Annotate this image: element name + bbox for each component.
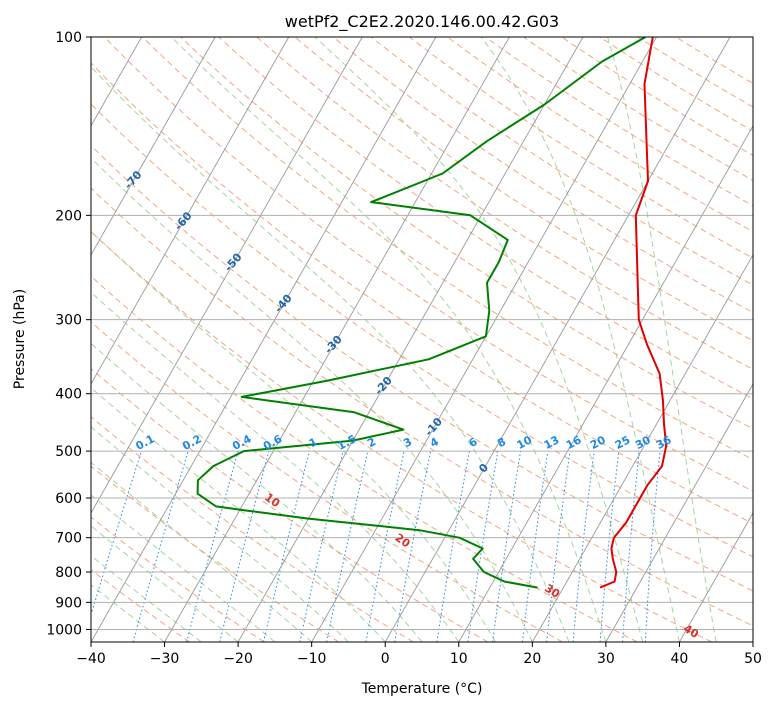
mixing-ratio-lines (91, 450, 661, 642)
y-tick-label: 1000 (46, 622, 82, 638)
isotherm (679, 512, 753, 642)
temperature-line (599, 37, 668, 589)
mixing-ratio-label: 16 (564, 433, 584, 452)
dry-adiabat (91, 231, 713, 642)
data-series (196, 37, 668, 589)
moist-adiabat (171, 37, 607, 642)
x-tick-label: −40 (76, 651, 106, 667)
mixing-ratio-label: 25 (613, 433, 633, 452)
moist-adiabat (607, 37, 717, 642)
pressure-gridlines (91, 37, 753, 630)
x-tick-label: −20 (223, 651, 253, 667)
y-axis-label: Pressure (hPa) (12, 289, 28, 389)
mixing-ratio-line (365, 451, 405, 642)
mixing-ratio-label: 30 (633, 433, 653, 452)
mixing-ratio-line (263, 450, 310, 642)
mixing-ratio-line (572, 451, 595, 642)
dry-adiabat (370, 37, 753, 286)
isotherm (164, 37, 510, 642)
x-tick-label: 30 (597, 651, 615, 667)
mixing-ratio-line (492, 451, 522, 642)
y-tick-label: 200 (55, 208, 82, 224)
mixing-ratio-line (186, 450, 239, 642)
dry-adiabat (332, 37, 753, 314)
mixing-ratio-label: 36 (654, 433, 674, 452)
x-tick-label: 0 (381, 651, 390, 667)
mixing-ratio-line (326, 450, 369, 642)
isotherms (91, 37, 753, 642)
y-tick-label: 500 (55, 444, 82, 460)
moist-adiabats (91, 37, 717, 642)
plot-frame (90, 36, 754, 643)
moist-adiabat (91, 230, 497, 642)
mixing-ratio-label: 10 (515, 433, 535, 452)
y-tick-label: 300 (55, 313, 82, 329)
y-axis-ticks: 100 200 300 400 500 600 700 800 900 1000 (46, 30, 91, 638)
y-tick-label: 900 (55, 595, 82, 611)
plot-area: -100-90-80-70-60-50-40-30-20-1000.10.20.… (91, 37, 753, 642)
y-tick-label: 700 (55, 531, 82, 547)
moist-adiabat (91, 291, 460, 642)
isotherm (91, 37, 437, 642)
mixing-ratio-line (219, 450, 270, 642)
x-axis-label: Temperature (°C) (361, 681, 483, 697)
chart-title: wetPf2_C2E2.2020.146.00.42.G03 (285, 12, 559, 32)
isotherm (384, 37, 731, 642)
dry-adiabat (142, 37, 753, 461)
isotherm (237, 37, 584, 642)
mixing-ratio-line (132, 450, 189, 642)
dewpoint-line (196, 37, 646, 589)
mixing-ratio-line (467, 451, 499, 642)
mixing-ratio-line (522, 451, 549, 642)
dry-adiabat (91, 368, 489, 642)
dry-adiabat (91, 516, 265, 642)
x-tick-label: 20 (523, 651, 541, 667)
isotherm (605, 383, 753, 642)
moist-adiabat (91, 342, 423, 642)
moist-adiabat (91, 157, 533, 642)
x-tick-label: −10 (297, 651, 327, 667)
x-axis-ticks: −40 −30 −20 −10 0 10 20 30 40 50 (76, 642, 762, 667)
isotherm (531, 253, 753, 642)
dry-adiabat (91, 321, 563, 642)
moist-adiabat (91, 426, 349, 642)
mixing-ratio-label: 20 (588, 433, 608, 452)
isotherm (91, 37, 363, 514)
isotherm (458, 124, 753, 642)
dry-adiabat (91, 103, 753, 558)
moist-adiabat (480, 37, 680, 642)
mixing-ratio-line (299, 450, 344, 642)
dry-adiabat (408, 37, 753, 259)
x-tick-label: 50 (744, 651, 762, 667)
x-tick-label: 10 (450, 651, 468, 667)
x-tick-label: 40 (671, 651, 689, 667)
isotherm (91, 37, 290, 385)
dry-adiabat (91, 62, 753, 525)
y-tick-label: 800 (55, 565, 82, 581)
mixing-ratio-line (91, 450, 142, 617)
moist-adiabat (91, 387, 386, 642)
dry-adiabat (91, 275, 638, 642)
moist-adiabat (314, 37, 644, 642)
mixing-ratio-line (546, 451, 571, 642)
dry-adiabat (180, 37, 753, 430)
dry-adiabat (294, 37, 753, 342)
y-tick-label: 600 (55, 491, 82, 507)
isotherm (91, 37, 216, 256)
dry-adiabat (91, 465, 340, 642)
y-tick-label: 100 (55, 30, 82, 46)
x-tick-label: −30 (150, 651, 180, 667)
dry-adiabat (256, 37, 753, 370)
isotherm (311, 37, 657, 642)
mixing-ratio-line (394, 451, 432, 642)
mixing-ratio-label: 13 (542, 433, 562, 452)
mixing-ratio-line (436, 451, 470, 642)
dry-adiabat (91, 187, 753, 627)
moist-adiabat (91, 66, 570, 642)
y-tick-label: 400 (55, 387, 82, 403)
